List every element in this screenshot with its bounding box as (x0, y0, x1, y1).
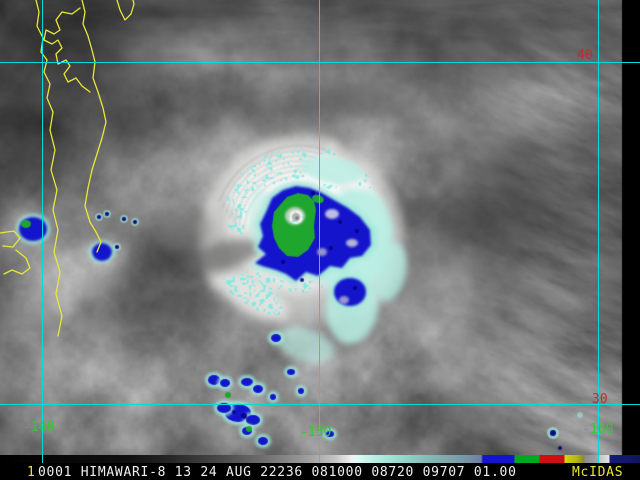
image-annotation-text: 0001 HIMAWARI-8 13 24 AUG 22236 081000 0… (38, 465, 517, 480)
latitude-gridline-40n (0, 62, 640, 63)
status-bar: 1 0001 HIMAWARI-8 13 24 AUG 22236 081000… (0, 463, 640, 480)
longitude-gridline-150w (319, 0, 320, 463)
satellite-image-display[interactable] (0, 0, 640, 455)
grid-label-lon-140: -140 (23, 420, 55, 435)
grid-label-lon-150: -150 (300, 425, 332, 440)
enhancement-colorbar (0, 455, 640, 463)
longitude-gridline-160w (598, 0, 599, 463)
grid-label-lat-30: 30 (592, 392, 608, 407)
frame-number: 1 (27, 465, 36, 480)
grid-label-lat-40: 40 (577, 48, 593, 63)
latitude-gridline-30n (0, 404, 640, 405)
grid-label-lon-160: -160 (582, 422, 614, 437)
longitude-gridline-140w (42, 0, 43, 463)
mcidas-label: McIDAS (572, 465, 624, 480)
